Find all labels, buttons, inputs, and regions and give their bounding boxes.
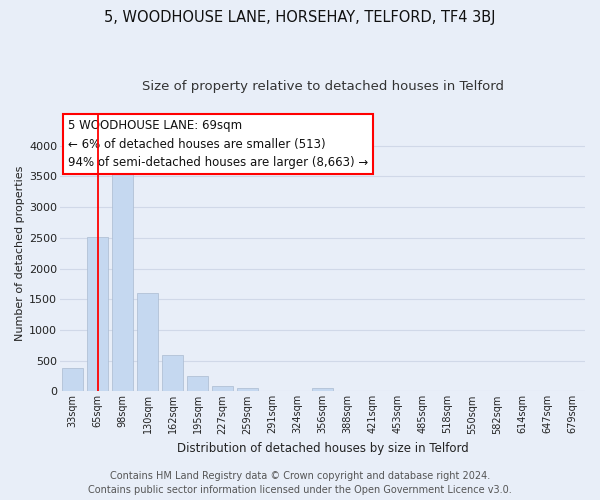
Bar [237,388,258,392]
Bar [162,354,183,392]
Text: 5, WOODHOUSE LANE, HORSEHAY, TELFORD, TF4 3BJ: 5, WOODHOUSE LANE, HORSEHAY, TELFORD, TF… [104,10,496,25]
Bar [137,292,158,392]
Bar [112,164,133,392]
X-axis label: Distribution of detached houses by size in Telford: Distribution of detached houses by size … [176,442,469,455]
Text: 5 WOODHOUSE LANE: 69sqm
← 6% of detached houses are smaller (513)
94% of semi-de: 5 WOODHOUSE LANE: 69sqm ← 6% of detached… [68,119,368,169]
Bar [212,386,233,392]
Bar [312,388,333,392]
Bar [87,236,108,392]
Y-axis label: Number of detached properties: Number of detached properties [15,166,25,341]
Bar [187,376,208,392]
Bar [62,368,83,392]
Text: Contains HM Land Registry data © Crown copyright and database right 2024.
Contai: Contains HM Land Registry data © Crown c… [88,471,512,495]
Title: Size of property relative to detached houses in Telford: Size of property relative to detached ho… [142,80,503,93]
